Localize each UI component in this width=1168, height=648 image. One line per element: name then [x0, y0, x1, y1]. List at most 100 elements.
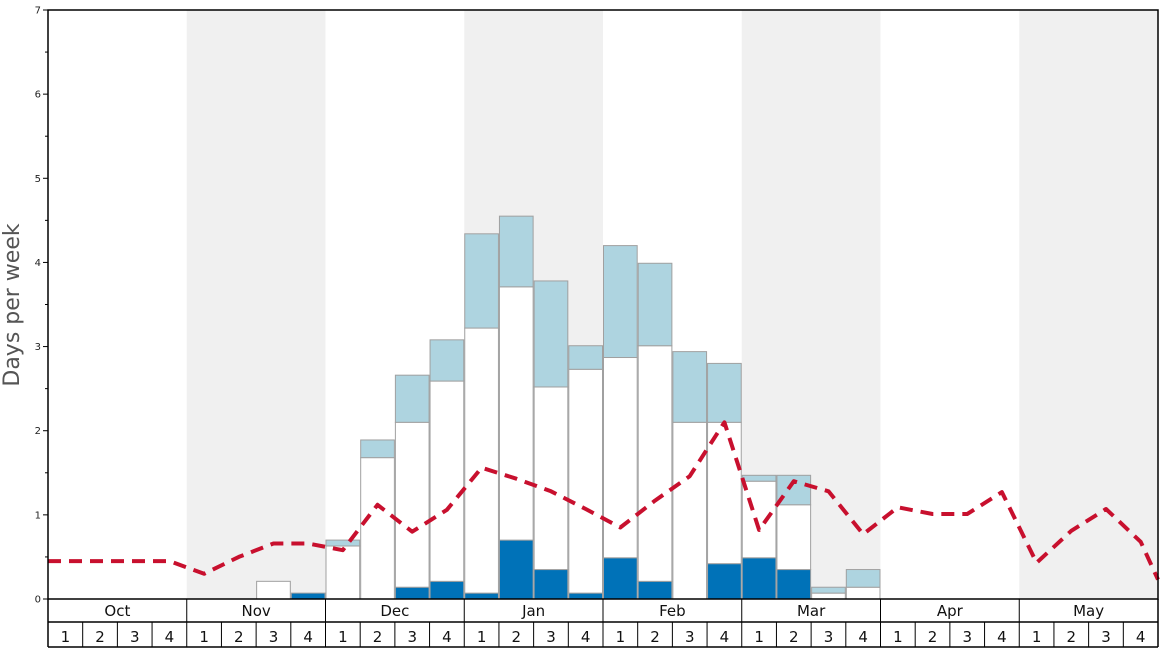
week-label: 4 [997, 628, 1007, 646]
bar-segment [637, 345, 673, 582]
bar-segment [429, 380, 465, 582]
bar-segment [325, 539, 361, 547]
bar-segment [845, 586, 881, 600]
month-label-nov: Nov [241, 602, 270, 620]
bar-segment [568, 345, 603, 370]
bar-segment [360, 439, 395, 459]
month-label-feb: Feb [659, 602, 686, 620]
week-label: 3 [407, 628, 417, 646]
week-label: 4 [581, 628, 591, 646]
week-label: 3 [685, 628, 695, 646]
bar-segment [811, 592, 846, 600]
week-label: 4 [165, 628, 175, 646]
bar-segment [325, 545, 361, 600]
bar-segment [256, 580, 291, 600]
bar-segment [429, 339, 465, 382]
bar-segment [360, 457, 395, 600]
y-tick-label: 3 [35, 342, 41, 353]
week-label: 1 [199, 628, 209, 646]
month-band-may [1019, 10, 1158, 599]
bar-segment [498, 286, 534, 541]
week-label: 3 [269, 628, 279, 646]
y-tick-label: 0 [35, 595, 41, 606]
week-label: 2 [373, 628, 383, 646]
y-tick-label: 4 [35, 258, 41, 269]
week-label: 1 [1032, 628, 1042, 646]
bar-segment [741, 557, 777, 600]
bar-segment [394, 374, 430, 423]
bar-segment [637, 580, 673, 600]
bar-segment [429, 580, 465, 600]
week-label: 2 [512, 628, 522, 646]
bar-segment [290, 592, 326, 600]
week-label: 4 [442, 628, 452, 646]
week-label: 4 [720, 628, 730, 646]
month-label-mar: Mar [797, 602, 826, 620]
bar-segment [845, 569, 881, 588]
y-tick-label: 5 [35, 174, 41, 185]
week-label: 3 [962, 628, 972, 646]
bar-segment [498, 539, 534, 600]
bar-segment [394, 421, 430, 588]
y-tick-label: 7 [35, 6, 41, 17]
week-label: 1 [61, 628, 71, 646]
bar-segment [672, 351, 708, 423]
bar-segment [464, 592, 499, 600]
week-label: 1 [616, 628, 626, 646]
average-line [48, 420, 1160, 581]
month-label-apr: Apr [937, 602, 964, 620]
week-label: 2 [928, 628, 938, 646]
month-label-dec: Dec [380, 602, 409, 620]
bar-segment [741, 480, 777, 559]
week-label: 3 [130, 628, 140, 646]
bar-segment [603, 557, 638, 600]
bar-segment [603, 357, 638, 559]
y-tick-label: 2 [35, 426, 41, 437]
bar-segment [776, 504, 812, 571]
bar-segment [637, 262, 673, 347]
bar-segment [707, 563, 742, 600]
y-tick-label: 6 [35, 90, 41, 101]
bar-segment [533, 280, 569, 388]
bar-segment [776, 569, 812, 600]
average-line-path [48, 420, 1160, 581]
week-label: 1 [754, 628, 764, 646]
week-label: 2 [234, 628, 244, 646]
week-label: 3 [546, 628, 556, 646]
week-label: 3 [824, 628, 834, 646]
week-label: 1 [477, 628, 487, 646]
bar-segment [811, 586, 846, 594]
week-label: 2 [789, 628, 799, 646]
bar-segment [603, 245, 638, 359]
y-axis-label: Days per week [0, 223, 25, 386]
week-label: 4 [1136, 628, 1146, 646]
week-label: 2 [650, 628, 660, 646]
week-label: 4 [303, 628, 313, 646]
bar-segment [498, 215, 534, 288]
month-band-nov [186, 10, 326, 599]
bar-segment [533, 569, 569, 600]
y-tick-label: 1 [35, 510, 41, 521]
bar-segment [741, 474, 777, 482]
bar-segment [464, 327, 499, 594]
bars [256, 215, 881, 600]
bar-segment [568, 368, 603, 594]
week-label: 2 [1067, 628, 1077, 646]
week-label: 2 [95, 628, 105, 646]
month-label-may: May [1073, 602, 1104, 620]
y-axis: 0 1 2 3 4 5 6 7 [35, 6, 48, 606]
bar-segment [672, 421, 708, 600]
bar-segment [707, 362, 742, 423]
bar-segment [464, 233, 499, 329]
bar-segment [568, 592, 603, 600]
bar-segment [707, 421, 742, 565]
bar-segment [394, 586, 430, 600]
week-label: 4 [858, 628, 868, 646]
week-label: 1 [338, 628, 348, 646]
x-axis: Oct Nov Dec Jan Feb Mar Apr May 1 2 3 4 1 2 3 4 1 2 3 4 1 2 3 4… [47, 599, 1159, 648]
month-label-jan: Jan [521, 602, 545, 620]
week-label: 1 [893, 628, 903, 646]
week-label: 3 [1101, 628, 1111, 646]
bar-segment [533, 386, 569, 571]
